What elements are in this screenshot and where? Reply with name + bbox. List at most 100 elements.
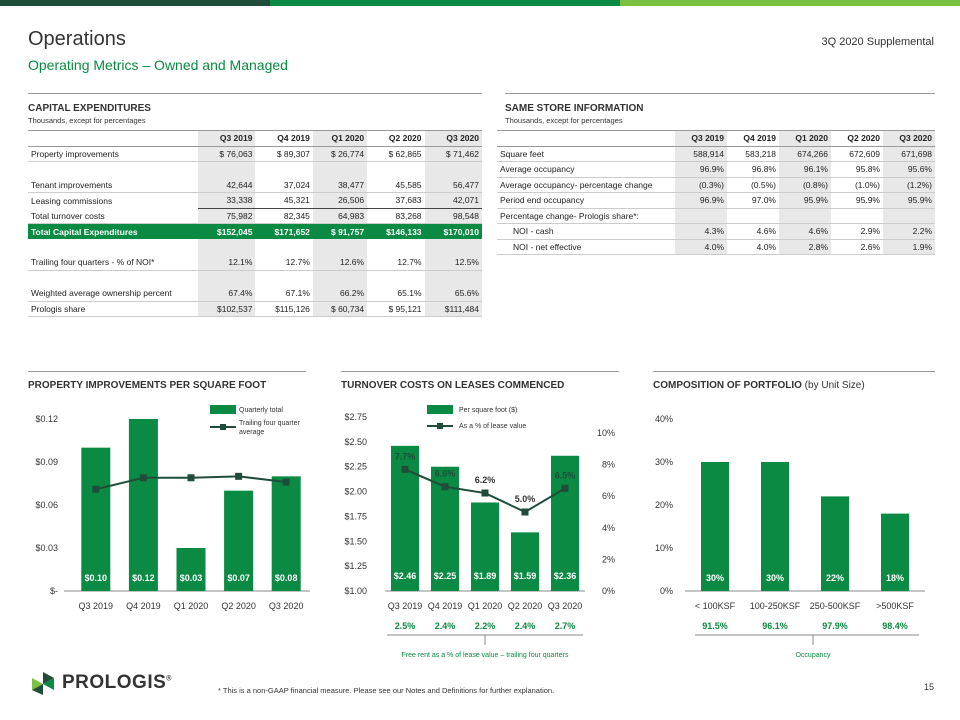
bar xyxy=(81,447,111,591)
x-tick-label: 100-250KSF xyxy=(750,601,801,611)
table-row: NOI - net effective 4.0% 4.0% 2.8% 2.6% 1.9% xyxy=(497,239,935,255)
x-tick-label: Q3 2019 xyxy=(79,601,114,611)
y-tick-label: $0.06 xyxy=(35,500,58,510)
table-cell: 12.5% xyxy=(424,254,482,271)
chart-title: TURNOVER COSTS ON LEASES COMMENCED xyxy=(341,380,564,391)
table-cell: 674,266 xyxy=(779,146,831,162)
page-subtitle: Operating Metrics – Owned and Managed xyxy=(28,57,288,73)
bar-data-label: 30% xyxy=(766,573,784,583)
table-cell: 12.7% xyxy=(255,254,313,271)
legend-swatch-bar xyxy=(210,405,236,414)
page-title: Operations xyxy=(28,28,126,50)
table-cell: 37,024 xyxy=(255,177,313,193)
legend-swatch-marker xyxy=(220,424,226,430)
line-data-label: 6.6% xyxy=(435,469,456,479)
bar-data-label: 22% xyxy=(826,573,844,583)
x-tick-label: < 100KSF xyxy=(695,601,736,611)
footer-value: 2.7% xyxy=(555,621,576,631)
table-cell: 67.1% xyxy=(255,285,313,302)
table-cell: 66.2% xyxy=(312,285,368,302)
table-header-row: Q3 2019 Q4 2019 Q1 2020 Q2 2020 Q3 2020 xyxy=(28,130,482,147)
capex-subheading: Thousands, except for percentages xyxy=(28,116,146,125)
row-label: Percentage change- Prologis share*: xyxy=(497,208,675,224)
table-cell: 42,644 xyxy=(198,177,256,193)
table-cell xyxy=(424,270,482,286)
table-cell: 4.6% xyxy=(727,223,779,240)
table-row: Trailing four quarters - % of NOI* 12.1% 1… xyxy=(28,254,482,271)
table-cell: 45,321 xyxy=(255,192,313,209)
y-tick-label: $2.25 xyxy=(344,462,367,472)
chart-title-main: COMPOSITION OF PORTFOLIO xyxy=(653,380,805,391)
x-tick-label: 250-500KSF xyxy=(810,601,861,611)
row-label: Average occupancy- percentage change xyxy=(497,177,675,193)
y-tick-label: $2.75 xyxy=(344,412,367,422)
table-cell: 96.1% xyxy=(779,161,831,178)
table-cell: 56,477 xyxy=(424,177,482,193)
table-header-cell: Q3 2020 xyxy=(883,130,935,147)
table-header-cell: Q1 2020 xyxy=(312,130,368,147)
x-tick-label: Q1 2020 xyxy=(174,601,209,611)
table-row: Property improvements $ 76,063 $ 89,307 $ 2… xyxy=(28,146,482,162)
table-cell xyxy=(675,208,727,224)
table-cell: 42,071 xyxy=(424,192,482,209)
bar-data-label: 18% xyxy=(886,573,904,583)
top-color-bar xyxy=(0,0,960,6)
same-store-subheading: Thousands, except for percentages xyxy=(505,116,623,125)
table-cell xyxy=(198,270,256,286)
bar-data-label: $0.12 xyxy=(132,573,155,583)
table-cell: 82,345 xyxy=(255,208,313,224)
row-label xyxy=(28,270,198,286)
table-cell: 2.6% xyxy=(831,239,883,255)
y-tick-label: $0.12 xyxy=(35,414,58,424)
y2-tick-label: 4% xyxy=(602,523,615,533)
table-cell xyxy=(367,162,424,178)
table-cell: 26,506 xyxy=(312,192,368,209)
table-cell: 65.6% xyxy=(424,285,482,302)
table-cell: 95.9% xyxy=(831,192,883,209)
table-cell: $ 71,462 xyxy=(424,146,482,162)
table-cell: $ 76,063 xyxy=(198,146,256,162)
table-row: Period end occupancy 96.9% 97.0% 95.9% 95.9%… xyxy=(497,192,935,209)
table-cell xyxy=(198,239,256,255)
table-row: Average occupancy- percentage change (0.3… xyxy=(497,177,935,193)
capex-table: Q3 2019 Q4 2019 Q1 2020 Q2 2020 Q3 2020 Prope… xyxy=(28,130,482,317)
table-cell xyxy=(312,161,368,177)
table-cell: 98,548 xyxy=(424,208,482,224)
prologis-logo-icon xyxy=(32,672,54,695)
table-cell: 4.6% xyxy=(779,223,831,240)
table-cell xyxy=(367,239,424,255)
row-label: Square feet xyxy=(497,146,675,162)
table-cell: $102,537 xyxy=(198,301,256,317)
table-cell: 65.1% xyxy=(367,285,425,302)
row-label: Period end occupancy xyxy=(497,192,675,209)
line-point xyxy=(139,474,147,482)
table-cell xyxy=(198,161,256,177)
table-cell: 672,609 xyxy=(831,146,883,162)
table-row: Percentage change- Prologis share*: xyxy=(497,208,935,224)
table-cell: (0.8%) xyxy=(779,177,831,193)
table-cell: 583,218 xyxy=(727,146,779,162)
line-point xyxy=(235,472,243,480)
y-tick-label: $1.75 xyxy=(344,511,367,521)
color-bar-segment xyxy=(0,0,270,6)
table-cell: 2.9% xyxy=(831,223,883,240)
bar xyxy=(128,419,158,591)
row-label: Average occupancy xyxy=(497,161,675,178)
table-header-cell: Q2 2020 xyxy=(367,130,425,147)
table-cell: $ 60,734 xyxy=(312,301,368,317)
line-point xyxy=(282,478,290,486)
table-cell: 588,914 xyxy=(675,146,727,162)
x-tick-label: Q4 2019 xyxy=(126,601,161,611)
table-cell: 4.3% xyxy=(675,223,727,240)
table-header-cell: Q1 2020 xyxy=(779,130,831,147)
table-cell: 4.0% xyxy=(727,239,779,255)
portfolio-composition-chart: COMPOSITION OF PORTFOLIO (by Unit Size) 0… xyxy=(653,380,925,659)
legend-label: Trailing four quarter xyxy=(239,420,300,427)
y-tick-label: $- xyxy=(50,586,58,596)
table-cell: 95.9% xyxy=(779,192,831,209)
table-cell: 64,983 xyxy=(312,208,368,224)
table-cell: 95.8% xyxy=(831,161,883,178)
bar xyxy=(471,502,499,591)
table-cell: $152,045 xyxy=(198,223,256,239)
legend-label: average xyxy=(239,429,264,436)
